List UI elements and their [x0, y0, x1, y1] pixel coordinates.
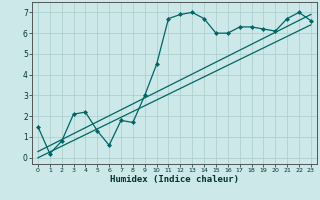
X-axis label: Humidex (Indice chaleur): Humidex (Indice chaleur)	[110, 175, 239, 184]
